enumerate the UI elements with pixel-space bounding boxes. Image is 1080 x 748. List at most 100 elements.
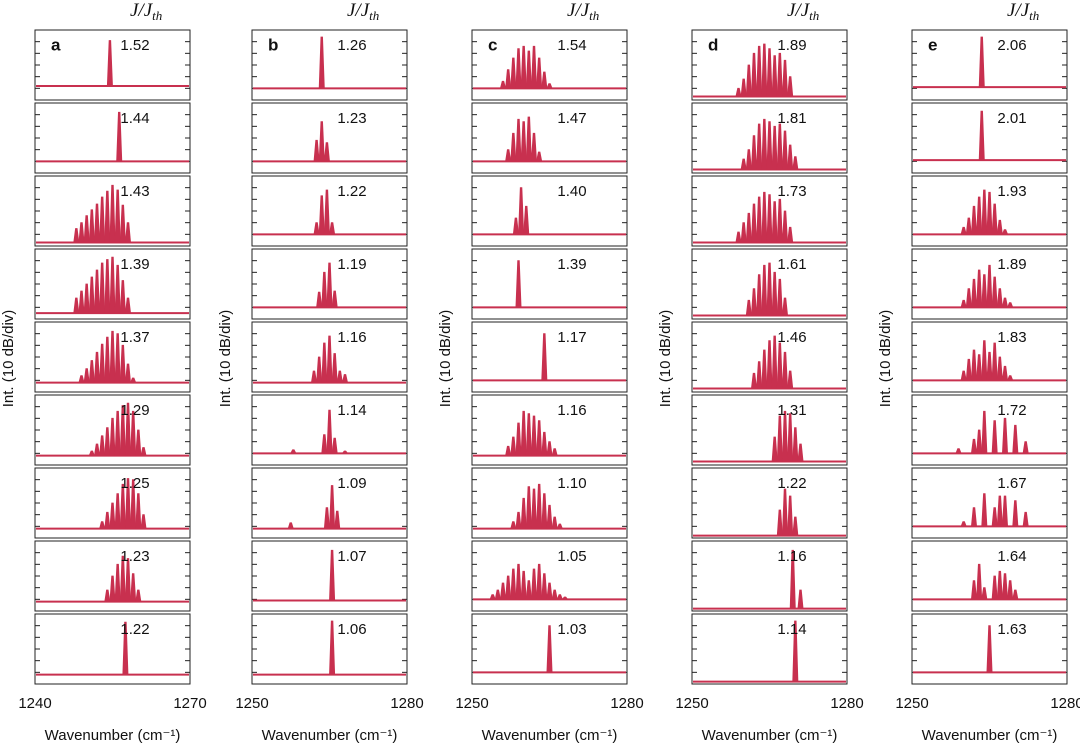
mode-peak <box>541 71 548 89</box>
mode-peak <box>991 420 998 454</box>
mode-peak <box>761 43 768 97</box>
mode-peak <box>776 198 783 243</box>
mode-peak <box>981 189 988 235</box>
mode-peak <box>960 370 967 381</box>
mode-peak <box>114 410 121 457</box>
mode-peak <box>556 523 564 530</box>
mode-peak <box>114 333 121 384</box>
mode-peak <box>104 190 111 243</box>
j-ratio-label: 1.89 <box>997 256 1026 273</box>
panel-frame <box>471 102 628 174</box>
mode-peak <box>781 59 789 97</box>
mode-peak <box>316 291 323 308</box>
mode-peak <box>761 191 768 243</box>
j-ratio-label: 1.39 <box>120 256 149 273</box>
y-axis-label: Int. (10 dB/div) <box>877 310 894 408</box>
panel-label: c <box>488 35 497 54</box>
mode-peak <box>740 158 747 170</box>
mode-peak <box>756 196 763 243</box>
j-ratio-label: 1.19 <box>337 256 366 273</box>
mode-peak <box>970 205 978 235</box>
mode-peak <box>551 448 558 457</box>
mode-peak <box>88 209 95 243</box>
mode-peak <box>745 64 752 97</box>
mode-peak <box>735 87 742 97</box>
x-tick-label: 1280 <box>830 695 863 712</box>
j-ratio-label: 1.14 <box>777 621 806 638</box>
mode-peak <box>512 217 519 235</box>
mode-peak <box>93 203 101 243</box>
mode-peak <box>536 151 543 162</box>
mode-peak <box>991 507 998 527</box>
mode-peak <box>546 582 553 600</box>
mode-peak <box>556 594 564 600</box>
mode-peak <box>505 445 512 457</box>
mode-peak <box>986 625 993 673</box>
mode-peak <box>771 335 778 389</box>
j-ratio-label: 1.37 <box>120 329 149 346</box>
panel-frame <box>911 394 1068 466</box>
mode-peak <box>996 356 1003 381</box>
mode-peak <box>776 342 783 389</box>
mode-peak <box>140 447 147 457</box>
mode-peak <box>771 436 778 462</box>
mode-peak <box>960 226 967 235</box>
j-ratio-label: 1.16 <box>777 548 806 565</box>
mode-peak <box>318 195 325 235</box>
mode-peak <box>530 568 538 600</box>
mode-peak <box>756 274 763 316</box>
mode-peak <box>104 589 111 603</box>
j-ratio-label: 1.43 <box>120 183 149 200</box>
mode-peak <box>119 405 126 457</box>
mode-peak <box>787 144 794 170</box>
mode-peak <box>104 427 111 457</box>
mode-peak <box>313 222 320 235</box>
j-ratio-label: 2.01 <box>997 110 1026 127</box>
mode-peak <box>499 80 507 89</box>
mode-peak <box>970 349 978 381</box>
mode-peak <box>119 555 126 603</box>
mode-peak <box>781 130 789 170</box>
mode-peak <box>290 449 297 454</box>
x-axis-label: Wavenumber (cm⁻¹) <box>922 727 1058 744</box>
x-axis-label: Wavenumber (cm⁻¹) <box>702 727 838 744</box>
mode-peak <box>124 558 132 603</box>
mode-peak <box>114 264 121 314</box>
mode-peak <box>525 580 532 600</box>
x-axis-label: Wavenumber (cm⁻¹) <box>262 727 398 744</box>
mode-peak <box>329 222 336 235</box>
mode-peak <box>546 441 553 457</box>
mode-peak <box>78 375 85 384</box>
mode-peak <box>986 191 993 235</box>
j-ratio-label: 1.16 <box>337 329 366 346</box>
mode-peak <box>530 415 538 457</box>
mode-peak <box>525 413 532 457</box>
j-ratio-label: 1.47 <box>557 110 586 127</box>
mode-peak <box>515 563 522 600</box>
mode-peak <box>976 563 983 600</box>
x-tick-label: 1280 <box>610 695 643 712</box>
mode-peak <box>88 360 95 384</box>
mode-peak <box>981 410 988 454</box>
mode-peak <box>986 351 993 381</box>
panel-frame <box>251 175 408 247</box>
j-ratio-label: 1.52 <box>120 37 149 54</box>
x-tick-label: 1250 <box>455 695 488 712</box>
mode-peak <box>776 278 783 316</box>
mode-peak <box>1012 500 1019 527</box>
mode-peak <box>104 511 111 530</box>
mode-peak <box>104 259 111 314</box>
mode-peak <box>761 349 768 389</box>
panel-frame <box>34 613 191 685</box>
panel-label: d <box>708 35 718 54</box>
j-ratio-label: 1.22 <box>337 183 366 200</box>
header-text: J/J <box>347 0 371 21</box>
mode-peak <box>109 502 116 530</box>
panel-frame <box>691 467 848 539</box>
mode-peak <box>1022 511 1029 527</box>
panel-frame <box>911 540 1068 612</box>
mode-peak <box>106 40 113 87</box>
mode-peak <box>960 299 967 308</box>
mode-peak <box>981 340 988 381</box>
